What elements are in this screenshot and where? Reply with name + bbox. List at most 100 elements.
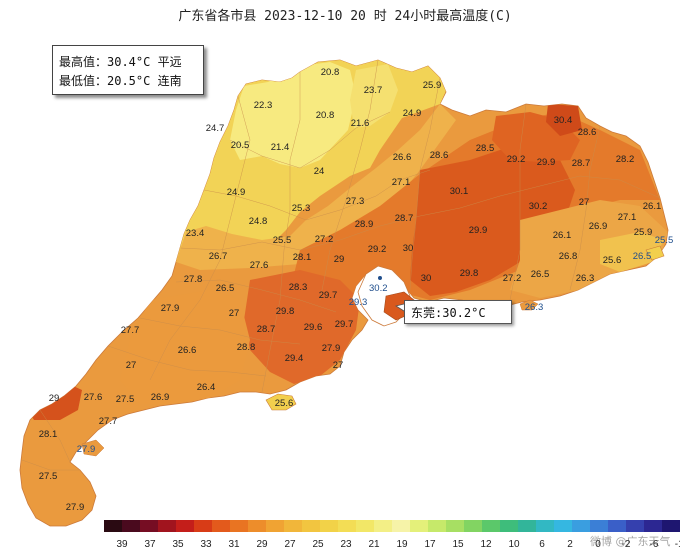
legend-tick: 12 — [480, 539, 492, 550]
temperature-label: 27.6 — [84, 392, 103, 403]
temperature-label: 30.4 — [554, 115, 573, 126]
legend-tick: 25 — [312, 539, 324, 550]
temperature-label: 26.5 — [216, 283, 235, 294]
legend-tick: 19 — [396, 539, 408, 550]
temperature-label: 27.7 — [99, 416, 118, 427]
legend-tick: 39 — [116, 539, 128, 550]
dongguan-marker-label: 30.2 — [369, 283, 388, 294]
temperature-label: 28.7 — [395, 213, 414, 224]
temperature-label: 30.2 — [529, 201, 548, 212]
temperature-label: 25.6 — [275, 398, 294, 409]
temperature-label: 27 — [229, 308, 240, 319]
temperature-label: 26.6 — [178, 345, 197, 356]
temperature-label: 29.4 — [285, 353, 304, 364]
legend-swatch — [374, 520, 393, 532]
station-label: 27.9 — [77, 444, 96, 455]
legend-swatch — [500, 520, 519, 532]
legend-tick: 15 — [452, 539, 464, 550]
legend-swatch — [140, 520, 159, 532]
temperature-label: 28.8 — [237, 342, 256, 353]
legend-swatch — [590, 520, 609, 532]
dongguan-callout: 东莞:30.2°C — [404, 300, 512, 324]
temperature-label: 26.5 — [531, 269, 550, 280]
temperature-label: 22.3 — [254, 100, 273, 111]
legend-tick: 17 — [424, 539, 436, 550]
temperature-label: 28.6 — [578, 127, 597, 138]
legend-color-bar — [104, 520, 680, 532]
temperature-label: 29 — [334, 254, 345, 265]
legend-tick: 27 — [284, 539, 296, 550]
temperature-label: 27.5 — [116, 394, 135, 405]
legend-swatch — [176, 520, 195, 532]
temperature-label: 26.3 — [576, 273, 595, 284]
temperature-label: 30 — [403, 243, 414, 254]
legend-swatch — [626, 520, 645, 532]
temperature-label: 27.6 — [250, 260, 269, 271]
temperature-label: 29.9 — [469, 225, 488, 236]
temperature-label: 27 — [579, 197, 590, 208]
legend-swatch — [464, 520, 483, 532]
temperature-label: 21.4 — [271, 142, 290, 153]
temperature-label: 28.5 — [476, 143, 495, 154]
legend-swatch — [338, 520, 357, 532]
temperature-label: 27.8 — [184, 274, 203, 285]
legend-swatch — [284, 520, 303, 532]
temperature-label: 29.7 — [335, 319, 354, 330]
legend-swatch — [608, 520, 627, 532]
legend-swatch — [266, 520, 285, 532]
island-small — [519, 299, 539, 311]
legend-swatch — [536, 520, 555, 532]
temperature-label: 27.2 — [315, 234, 334, 245]
legend-swatch — [212, 520, 231, 532]
min-temperature-line: 最低值：20.5°C 连南 — [59, 74, 182, 88]
legend-tick: 2 — [567, 539, 573, 550]
temperature-label: 29 — [49, 393, 60, 404]
temperature-label: 25.6 — [603, 255, 622, 266]
legend-tick: 10 — [508, 539, 520, 550]
temperature-label: 27 — [126, 360, 137, 371]
map-title: 广东省各市县 2023-12-10 20 时 24小时最高温度(C) — [178, 9, 512, 24]
temperature-label: 27.3 — [346, 196, 365, 207]
temperature-label: 27.1 — [392, 177, 411, 188]
station-label: 26.3 — [525, 302, 544, 313]
temperature-label: 28.7 — [572, 158, 591, 169]
temperature-label: 29.2 — [368, 244, 387, 255]
temperature-label: 26.1 — [553, 230, 572, 241]
temperature-label: 26.4 — [197, 382, 216, 393]
temperature-label: 25.9 — [423, 80, 442, 91]
legend-tick: 31 — [228, 539, 240, 550]
temperature-label: 24.8 — [249, 216, 268, 227]
temperature-label: 29.6 — [304, 322, 323, 333]
legend-tick-labels: 39 37 35 33 31 29 27 25 23 21 19 17 15 12 10 6 2 0 -2 -6 -10 — [116, 539, 680, 550]
legend-tick: 33 — [200, 539, 212, 550]
temperature-label: 30.1 — [450, 186, 469, 197]
legend-tick: 21 — [368, 539, 380, 550]
temperature-label: 24.9 — [227, 187, 246, 198]
temperature-label: 26.1 — [643, 201, 662, 212]
temperature-label: 27.2 — [503, 273, 522, 284]
legend-tick: 23 — [340, 539, 352, 550]
legend-tick: 0 — [595, 539, 601, 550]
legend-swatch — [392, 520, 411, 532]
legend-tick: 35 — [172, 539, 184, 550]
station-label: 26.5 — [633, 251, 652, 262]
legend-swatch — [554, 520, 573, 532]
color-legend: 39 37 35 33 31 29 27 25 23 21 19 17 15 12 10 6 2 0 -2 -6 -10 — [104, 520, 680, 550]
station-label: 25.5 — [655, 235, 674, 246]
legend-tick: -2 — [622, 539, 631, 550]
temperature-label: 28.1 — [39, 429, 58, 440]
legend-swatch — [320, 520, 339, 532]
legend-swatch — [482, 520, 501, 532]
weibo-watermark: 微博 @广东天气 — [590, 535, 671, 548]
legend-tick: 37 — [144, 539, 156, 550]
temperature-label: 28.3 — [289, 282, 308, 293]
temperature-label: 26.6 — [393, 152, 412, 163]
legend-swatch — [356, 520, 375, 532]
legend-tick: -6 — [650, 539, 659, 550]
temperature-label: 27.5 — [39, 471, 58, 482]
temperature-label: 23.4 — [186, 228, 205, 239]
temperature-label: 27 — [333, 360, 344, 371]
island-shangchuan — [265, 393, 297, 411]
legend-swatch — [194, 520, 213, 532]
legend-swatch — [158, 520, 177, 532]
